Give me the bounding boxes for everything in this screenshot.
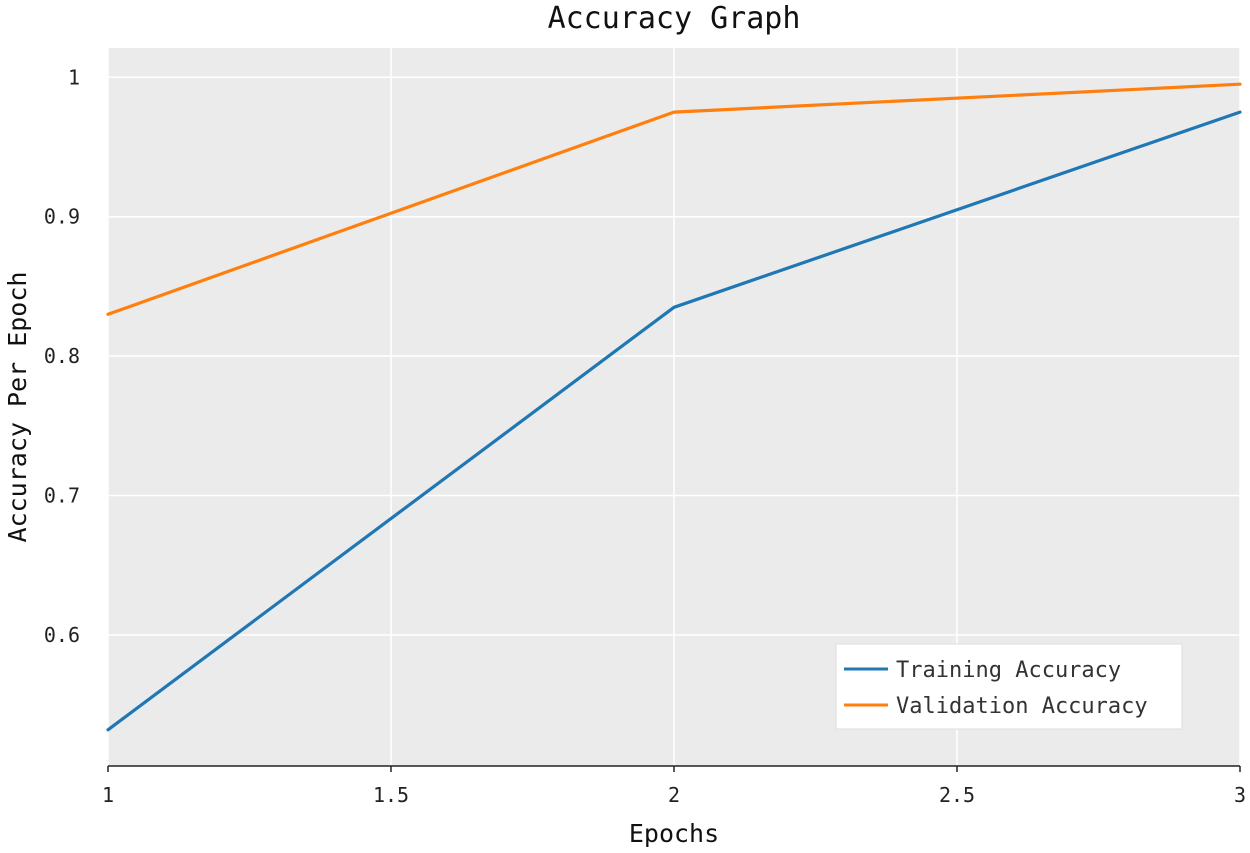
y-tick-label: 0.6 [44,623,80,647]
y-axis-title: Accuracy Per Epoch [3,272,32,543]
x-tick-label: 3 [1234,783,1246,807]
x-tick-label: 2.5 [939,783,975,807]
x-tick-label: 1.5 [373,783,409,807]
legend-box [835,643,1183,730]
x-tick-label: 1 [102,783,114,807]
legend-label-training: Training Accuracy [896,658,1121,683]
axis-ticks: 1 1.5 2 2.5 3 0.6 0.7 0.8 0.9 1 [44,65,1246,807]
legend-label-validation: Validation Accuracy [896,694,1148,719]
legend: Training Accuracy Validation Accuracy [835,643,1183,730]
x-axis-title: Epochs [629,819,719,848]
y-tick-label: 1 [68,65,80,89]
chart-title: Accuracy Graph [548,1,801,36]
y-tick-label: 0.8 [44,344,80,368]
x-tick-label: 2 [668,783,680,807]
grid-lines [107,48,1241,766]
y-tick-label: 0.9 [44,205,80,229]
series-lines [106,82,1242,732]
y-tick-label: 0.7 [44,484,80,508]
series-line-training [106,110,1242,732]
series-line-validation [106,82,1242,316]
